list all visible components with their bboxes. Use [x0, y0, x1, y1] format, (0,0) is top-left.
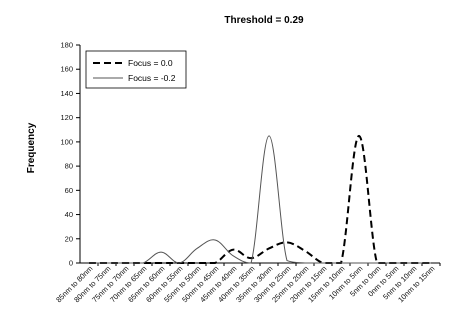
- y-tick-label: 20: [65, 234, 73, 243]
- legend: Focus = 0.0 Focus = -0.2: [85, 50, 187, 89]
- series-line-1: [89, 135, 431, 264]
- y-tick-label: 120: [60, 113, 73, 122]
- legend-label-focus-0: Focus = 0.0: [128, 58, 173, 68]
- legend-box: [85, 50, 187, 89]
- y-tick-label: 80: [65, 162, 73, 171]
- y-axis-label: Frequency: [26, 122, 37, 173]
- legend-label-focus-minus-0-2: Focus = -0.2: [128, 73, 176, 83]
- y-tick-label: 0: [69, 259, 73, 268]
- y-tick-label: 140: [60, 89, 73, 98]
- y-tick-label: 60: [65, 186, 73, 195]
- series-lines: [89, 134, 431, 264]
- y-tick-label: 180: [60, 41, 73, 50]
- y-tick-label: 160: [60, 65, 73, 74]
- y-tick-label: 40: [65, 210, 73, 219]
- y-tick-label: 100: [60, 137, 73, 146]
- chart-title: Threshold = 0.29: [224, 15, 304, 26]
- y-axis-ticks: 0 20 40 60 80 100 120 140 160 180: [60, 41, 80, 268]
- series-line-0: [89, 134, 431, 264]
